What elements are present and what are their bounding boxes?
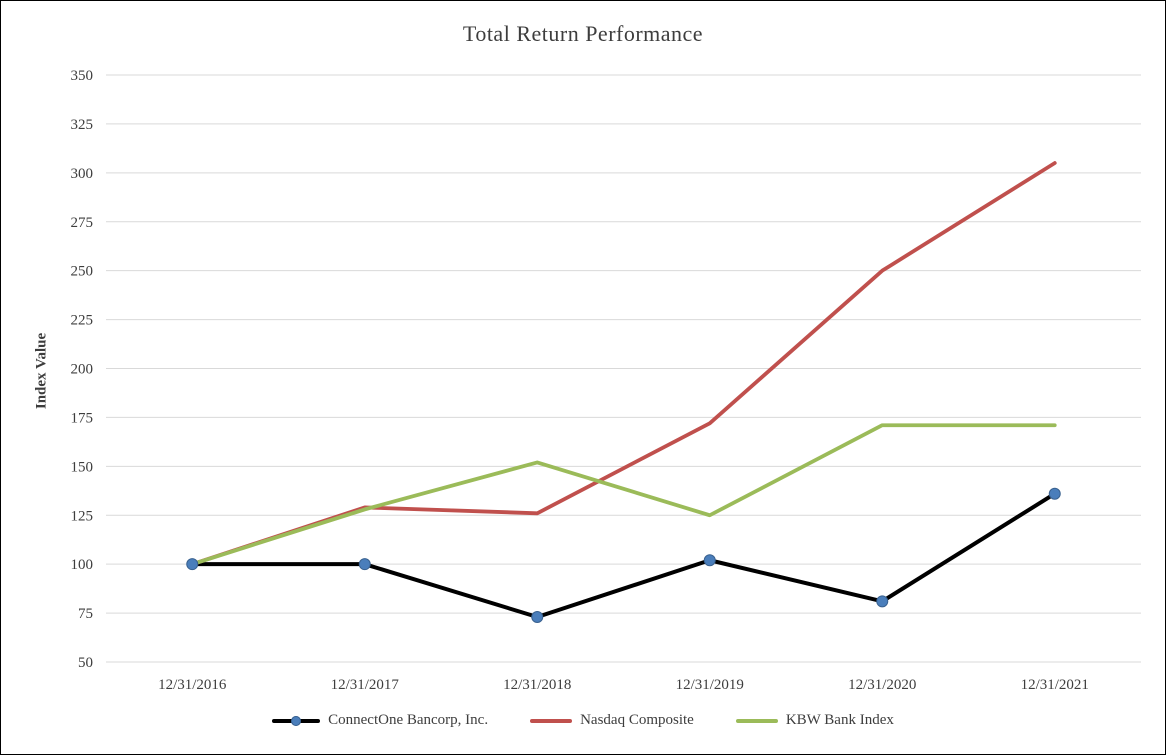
y-tick-label: 125 (71, 508, 94, 524)
legend: ConnectOne Bancorp, Inc. Nasdaq Composit… (1, 712, 1165, 729)
legend-item-kbw-bank-index: KBW Bank Index (735, 712, 894, 729)
y-tick-label: 150 (71, 459, 94, 475)
legend-item-connectone-bancorp: ConnectOne Bancorp, Inc. (272, 712, 488, 729)
series-0-marker-icon (876, 595, 889, 608)
legend-line-marker-icon (272, 715, 321, 726)
series-line-2 (190, 423, 1057, 567)
y-tick-label: 225 (71, 313, 94, 329)
legend-line (530, 718, 573, 723)
legend-line-icon (530, 716, 573, 726)
series-0-marker-icon (1048, 487, 1061, 500)
x-tick-label: 12/31/2019 (676, 677, 744, 693)
y-tick-label: 350 (71, 68, 94, 84)
x-tick-label: 12/31/2018 (503, 677, 571, 693)
legend-item-nasdaq-composite: Nasdaq Composite (530, 712, 694, 729)
legend-label-connectone-bancorp: ConnectOne Bancorp, Inc. (328, 712, 489, 728)
legend-label-kbw-bank-index: KBW Bank Index (785, 712, 894, 728)
y-tick-label: 75 (78, 606, 93, 622)
y-tick-label: 300 (71, 166, 94, 182)
series-line-1 (190, 161, 1057, 567)
legend-line (735, 718, 778, 723)
y-tick-label: 175 (71, 410, 94, 426)
y-tick-label: 250 (71, 264, 94, 280)
x-tick-label: 12/31/2021 (1021, 677, 1089, 693)
y-tick-label: 325 (71, 117, 94, 133)
x-tick-label: 12/31/2017 (331, 677, 400, 693)
series-line-0 (190, 491, 1057, 619)
chart-title: Total Return Performance (462, 21, 704, 46)
series-0-marker-icon (703, 554, 716, 567)
legend-marker-dot-icon (291, 715, 302, 726)
x-tick-label: 12/31/2016 (158, 677, 227, 693)
y-tick-label: 275 (71, 215, 94, 231)
x-tick-label: 12/31/2020 (848, 677, 916, 693)
legend-label-nasdaq-composite: Nasdaq Composite (580, 712, 694, 728)
series-0-marker-icon (531, 610, 544, 623)
series-0-marker-icon (186, 558, 199, 571)
y-tick-label: 50 (78, 655, 93, 671)
series-0-marker-icon (358, 558, 371, 571)
y-tick-label: 100 (71, 557, 94, 573)
y-tick-label: 200 (71, 362, 94, 378)
legend-line-icon (735, 716, 778, 726)
